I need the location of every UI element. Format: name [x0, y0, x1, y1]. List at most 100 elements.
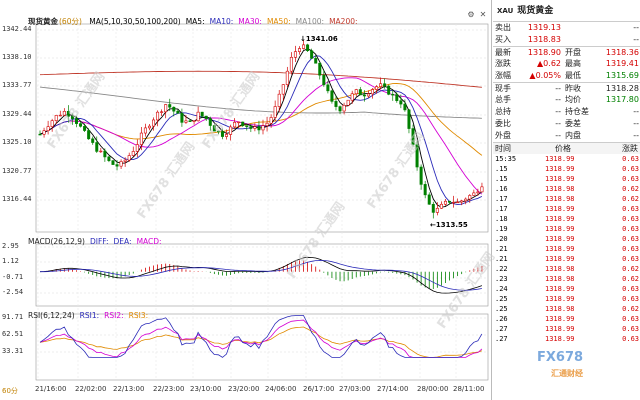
ma-legend: MA(5,10,30,50,100,200) MA5: MA10: MA30: MA50…: [89, 17, 362, 26]
candle-body: [229, 126, 233, 135]
symbol-label: 现货黄金: [28, 17, 58, 26]
ma10-line: [39, 55, 483, 206]
candle-body: [103, 150, 107, 158]
candle-body: [370, 89, 374, 95]
quote-label: 总持: [495, 107, 511, 116]
ticks-list[interactable]: 15:35 1318.99 0.63 .15 1318.99 0.63 .15 1318.99…: [493, 154, 640, 344]
candle-body: [70, 116, 74, 119]
tick-row: .17 1318.99 0.63: [493, 204, 640, 214]
candle-body: [184, 120, 188, 123]
quote-label: 委差: [565, 119, 581, 128]
ma-legend-item: MA(5,10,30,50,100,200): [89, 17, 181, 26]
quote-value: ▲0.62: [537, 59, 561, 68]
time-tick-label: 21/16:00: [35, 385, 67, 393]
candle-body: [212, 125, 216, 132]
settings-icon[interactable]: ⚙: [467, 10, 475, 19]
tick-change: 0.63: [622, 165, 639, 173]
rsi1-line: [39, 315, 483, 358]
candle-body: [322, 74, 326, 86]
tick-change: 0.63: [622, 235, 639, 243]
candle-body: [168, 104, 172, 108]
candle-body: [196, 111, 200, 122]
candle-body: [257, 126, 261, 131]
tick-time: .27: [495, 325, 508, 333]
tick-price: 1318.98: [545, 275, 575, 283]
close-icon[interactable]: ✕: [479, 10, 487, 19]
quote-row: 卖出 1319.13 --: [493, 22, 640, 34]
candle-body: [439, 203, 443, 209]
candle-body: [261, 125, 265, 131]
candle-body: [237, 121, 241, 124]
panel-title: XAU 现货黄金: [493, 0, 640, 22]
candle-body: [338, 106, 342, 112]
quote-table: 卖出 1319.13 -- 买入 1318.83 -- 最新 1318.90 开盘 1318.36…: [493, 22, 640, 142]
quote-value: --: [555, 119, 561, 128]
candle-body: [269, 117, 273, 124]
price-tick-label: 1325.10: [2, 138, 32, 146]
candle-body: [302, 44, 306, 49]
candle-body: [200, 111, 204, 117]
quote-value: ▲0.05%: [529, 71, 561, 80]
candle-body: [342, 105, 346, 112]
tick-time: .25: [495, 295, 508, 303]
candle-body: [208, 118, 212, 126]
time-tick-label: 28/11:00: [453, 385, 485, 393]
quote-value: 1318.36: [605, 48, 639, 57]
price-tick-label: 1320.77: [2, 167, 32, 175]
quote-value: --: [555, 107, 561, 116]
quote-row: 委比 -- 委差 --: [493, 118, 640, 130]
quote-value: --: [633, 107, 639, 116]
price-chart[interactable]: [0, 0, 492, 400]
macd-tick-label: 2.95: [2, 242, 19, 250]
tick-row: .15 1318.99 0.63: [493, 164, 640, 174]
quote-value: --: [633, 35, 639, 44]
candle-body: [172, 106, 176, 112]
candle-body: [233, 122, 237, 128]
tick-price: 1318.99: [545, 205, 575, 213]
candle-body: [139, 132, 143, 145]
tick-time: .16: [495, 185, 508, 193]
period-tag[interactable]: 60分: [2, 387, 18, 395]
candle-body: [362, 94, 366, 97]
candle-body: [354, 89, 358, 95]
quote-label: 均价: [565, 95, 581, 104]
tick-price: 1318.99: [545, 175, 575, 183]
candle-body: [66, 111, 70, 117]
tick-time: .21: [495, 255, 508, 263]
quote-label: 开盘: [565, 48, 581, 57]
period-label: (60分): [59, 17, 82, 26]
time-tick-label: 24/06:00: [265, 385, 297, 393]
candle-body: [241, 121, 245, 126]
quote-value: --: [555, 131, 561, 140]
macd-header: MACD(26,12,9) DIFF: DEA: MACD:: [28, 237, 167, 246]
tick-change: 0.63: [622, 335, 639, 343]
ma-legend-item: MA100:: [295, 17, 325, 26]
high-annotation: ↓1341.06: [300, 35, 338, 43]
tick-price: 1318.99: [545, 315, 575, 323]
quote-label: 总手: [495, 95, 511, 104]
candle-body: [46, 126, 50, 131]
time-tick-label: 23/20:00: [228, 385, 260, 393]
tick-time: .17: [495, 205, 508, 213]
quote-label: 外盘: [495, 131, 511, 140]
quote-value: --: [555, 95, 561, 104]
ma-legend-item: MA10:: [209, 17, 234, 26]
quote-value: 1315.69: [605, 71, 639, 80]
candle-body: [419, 166, 423, 185]
candle-body: [265, 122, 269, 126]
tick-change: 0.63: [622, 225, 639, 233]
time-tick-label: 22/02:00: [75, 385, 107, 393]
time-tick-label: 28/00:00: [417, 385, 449, 393]
tick-price: 1318.99: [545, 335, 575, 343]
chart-area[interactable]: 现货黄金(60分) MA(5,10,30,50,100,200) MA5: MA10…: [0, 0, 498, 400]
candle-body: [306, 44, 310, 52]
quote-label: 涨幅: [495, 71, 511, 80]
candle-body: [220, 131, 224, 137]
quote-value: --: [555, 84, 561, 93]
tick-row: .16 1318.98 0.62: [493, 184, 640, 194]
quote-label: 最高: [565, 59, 581, 68]
tick-row: .15 1318.99 0.63: [493, 174, 640, 184]
tick-row: .22 1318.98 0.62: [493, 264, 640, 274]
rsi1-label: RSI1:: [79, 311, 100, 320]
candle-body: [245, 125, 249, 127]
